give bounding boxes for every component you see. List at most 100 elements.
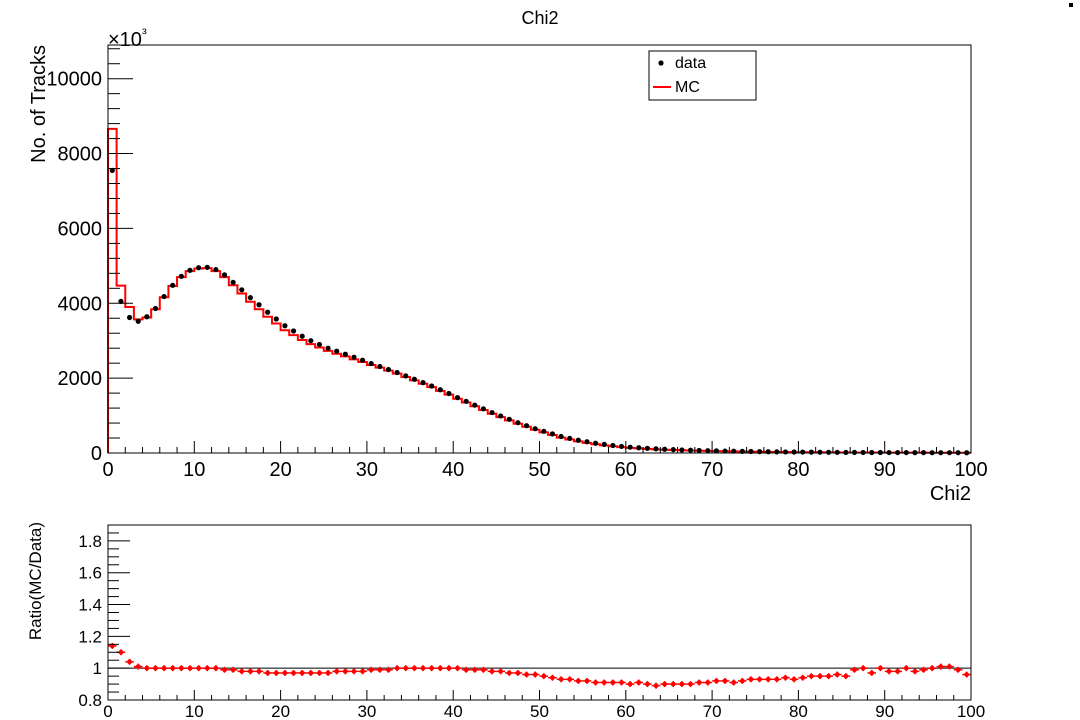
data-point — [498, 413, 504, 419]
data-point — [765, 449, 771, 455]
y-tick-label: 2000 — [58, 368, 103, 390]
ratio-point — [858, 665, 868, 672]
ratio-y-axis-label: Ratio(MC/Data) — [26, 522, 45, 640]
ratio-point — [755, 676, 764, 683]
ratio-point — [617, 679, 626, 686]
ratio-point — [254, 668, 264, 675]
ratio-x-tick-label: 30 — [357, 702, 376, 720]
legend-data-label: data — [675, 55, 706, 72]
data-point — [826, 449, 832, 455]
data-point — [411, 376, 417, 382]
ratio-point — [798, 674, 808, 681]
ratio-point — [487, 668, 497, 675]
ratio-point — [936, 663, 946, 670]
ratio-point — [159, 665, 169, 672]
y-tick-label: 0 — [91, 443, 102, 465]
ratio-point — [763, 676, 773, 683]
ratio-point — [168, 665, 178, 672]
ratio-point — [720, 677, 730, 684]
data-point — [403, 373, 409, 379]
data-point — [662, 446, 668, 452]
data-point — [489, 409, 495, 416]
data-point — [687, 447, 694, 453]
data-point — [446, 390, 452, 397]
x-tick-label: 70 — [701, 459, 723, 481]
ratio-x-tick-label: 10 — [185, 702, 204, 720]
ratio-point — [315, 669, 324, 676]
data-point — [860, 449, 866, 456]
data-point — [265, 309, 271, 315]
ratio-point — [427, 665, 436, 672]
ratio-point — [306, 669, 316, 676]
data-point — [800, 449, 806, 455]
data-point — [109, 167, 115, 173]
ratio-point — [737, 677, 747, 684]
data-point — [299, 333, 305, 339]
ratio-point — [202, 665, 212, 672]
data-point — [273, 316, 279, 322]
ratio-y-tick-label: 1.4 — [78, 596, 102, 615]
data-point — [454, 395, 461, 401]
data-point — [480, 406, 487, 412]
data-point — [377, 363, 383, 370]
data-point — [429, 383, 435, 389]
data-point — [696, 447, 702, 454]
data-point — [178, 273, 184, 279]
ratio-point — [703, 679, 713, 686]
data-point — [196, 265, 202, 271]
data-point — [213, 266, 219, 273]
ratio-point — [651, 682, 661, 689]
data-point — [601, 441, 607, 447]
legend-data-marker — [658, 60, 664, 66]
data-point — [532, 426, 538, 432]
ratio-point — [729, 679, 738, 686]
data-point — [869, 449, 875, 456]
ratio-point — [366, 666, 376, 673]
data-point — [325, 345, 331, 351]
ratio-point — [668, 681, 678, 688]
ratio-point — [893, 668, 902, 675]
ratio-point — [565, 676, 575, 683]
main-title: Chi2 — [521, 8, 558, 28]
y-multiplier-label: ×10³ — [108, 25, 147, 51]
ratio-point — [789, 676, 799, 683]
ratio-point — [945, 663, 954, 670]
data-point — [506, 416, 512, 422]
ratio-point — [246, 668, 255, 675]
ratio-point — [280, 669, 290, 676]
ratio-point — [539, 673, 549, 680]
ratio-point — [746, 676, 756, 683]
data-point — [221, 272, 228, 278]
ratio-point — [850, 666, 859, 673]
ratio-panel: 0 10 20 30 40 50 60 70 80 90 100 0.8 1 1.2 1.4 1.6 1.8 R… — [26, 522, 985, 720]
legend: data MC — [648, 50, 757, 101]
ratio-point — [962, 671, 971, 678]
x-tick-label: 80 — [787, 459, 809, 481]
ratio-point — [142, 665, 152, 672]
ratio-x-tick-label: 90 — [875, 702, 894, 720]
ratio-point — [444, 665, 454, 672]
ratio-point — [548, 674, 557, 681]
y-tick-label: 10000 — [46, 69, 102, 91]
data-point — [342, 351, 348, 357]
data-point — [618, 443, 625, 450]
ratio-point — [125, 658, 134, 665]
data-point — [584, 439, 590, 445]
data-point — [334, 348, 340, 354]
ratio-point — [625, 681, 635, 688]
x-tick-label: 30 — [356, 459, 378, 481]
x-tick-label: 20 — [269, 459, 291, 481]
ratio-point — [901, 665, 911, 672]
ratio-point — [435, 665, 445, 672]
corner-marker — [1069, 3, 1073, 7]
ratio-point — [910, 668, 920, 675]
data-point — [187, 267, 193, 273]
ratio-x-tick-label: 100 — [957, 702, 985, 720]
data-point — [420, 380, 426, 386]
x-tick-label: 40 — [442, 459, 464, 481]
data-point — [126, 314, 133, 321]
data-point — [152, 305, 159, 312]
ratio-point — [781, 674, 790, 681]
data-point — [782, 449, 789, 455]
ratio-point — [686, 681, 695, 688]
